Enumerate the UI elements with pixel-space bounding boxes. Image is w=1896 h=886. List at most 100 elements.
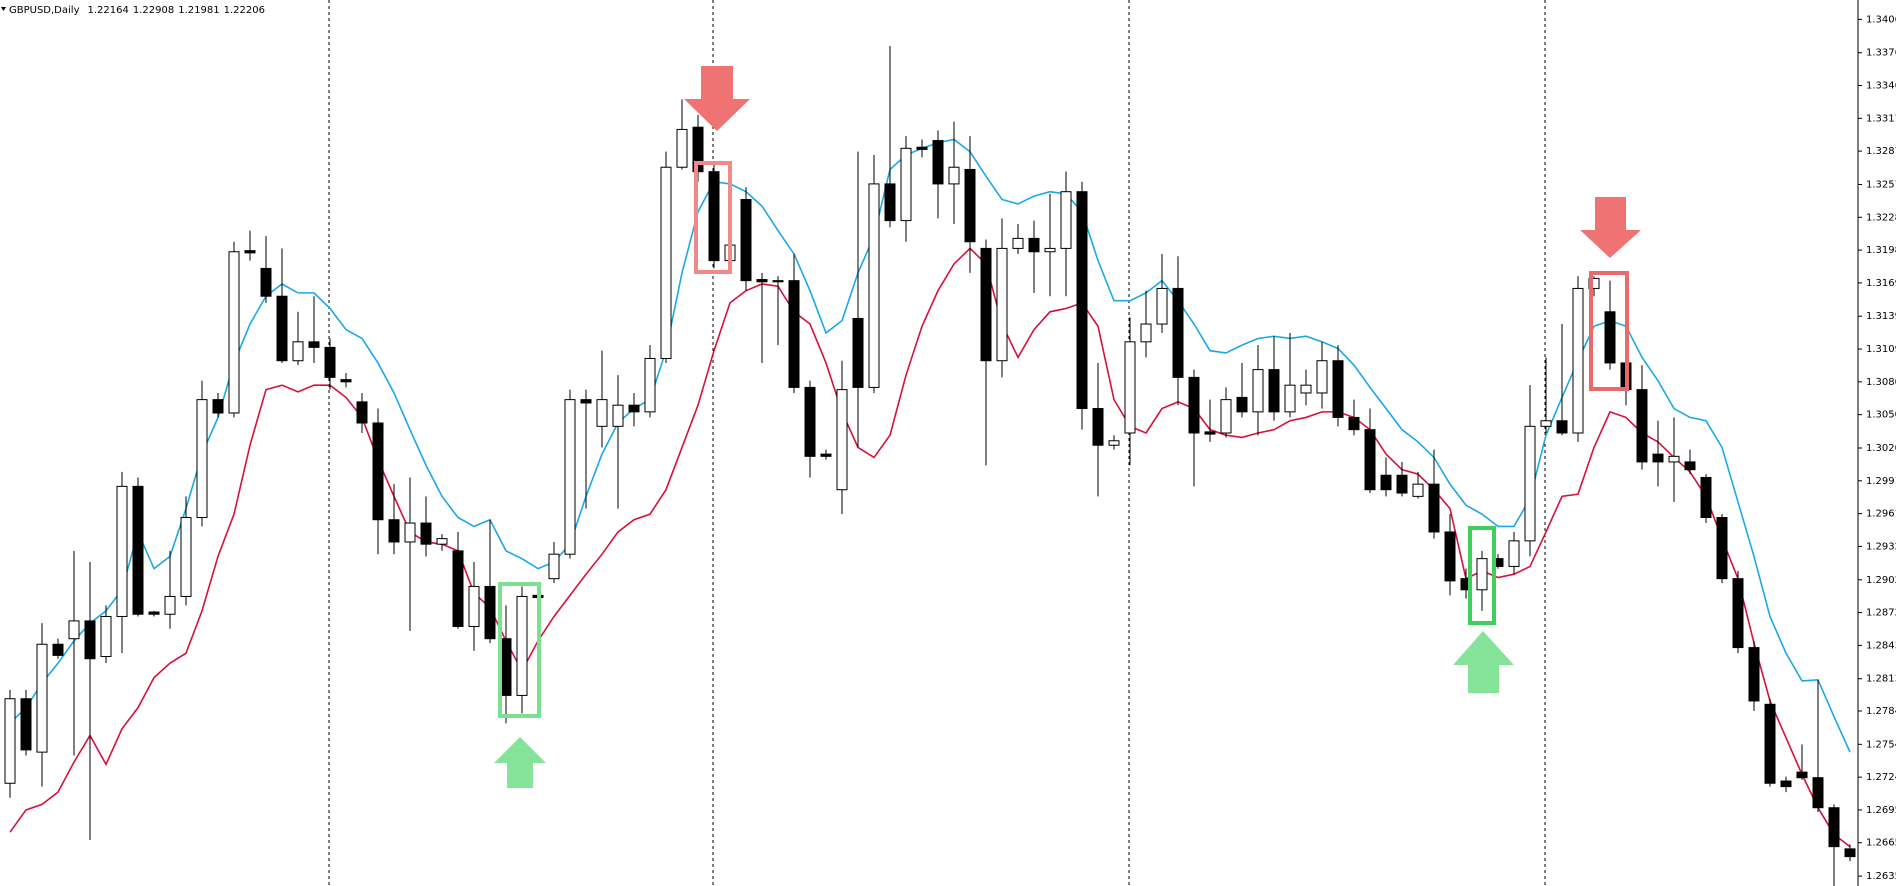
candle-body [1348, 416, 1360, 431]
candle-body [660, 166, 672, 359]
candle-body [1412, 483, 1424, 497]
y-tick-label: 1.27245 [1866, 772, 1896, 783]
candle-body [1540, 420, 1552, 427]
symbol: GBPUSD,Daily [9, 5, 80, 16]
candle-body [1044, 247, 1056, 253]
y-tick-label: 1.31095 [1866, 344, 1896, 355]
candle-body [164, 595, 176, 615]
header-low: 1.21981 [178, 5, 219, 16]
y-tick-label: 1.26355 [1866, 871, 1896, 882]
candle-body [1172, 287, 1184, 378]
candle-body [804, 386, 816, 457]
down-arrow [684, 66, 750, 131]
candle-body [1716, 517, 1728, 580]
candle-body [788, 280, 800, 388]
candle-body [52, 643, 64, 656]
candle-body [868, 183, 880, 388]
y-tick-label: 1.32575 [1866, 179, 1896, 190]
candle-body [1748, 647, 1760, 702]
candle-body [1188, 376, 1200, 434]
candle-body [276, 295, 288, 362]
candle-body [1732, 578, 1744, 649]
header: GBPUSD,Daily 1.22164 1.22908 1.21981 1.22206 [1, 5, 265, 16]
candle-body [676, 128, 688, 168]
highlight-box [694, 161, 732, 274]
candle-body [1236, 396, 1248, 413]
header-marker [1, 7, 6, 11]
candle-body [980, 247, 992, 362]
moving-average [9, 138, 1851, 753]
candle-body [932, 140, 944, 185]
candle-body [468, 585, 480, 627]
candle-body [212, 399, 224, 414]
candle-body [1028, 237, 1040, 253]
candle-body [1604, 311, 1616, 364]
candle-body [772, 280, 784, 283]
header-close: 1.22206 [224, 5, 265, 16]
y-tick-label: 1.26655 [1866, 838, 1896, 849]
candle-body [84, 620, 96, 660]
y-tick-label: 1.33170 [1866, 113, 1896, 124]
candle-body [324, 346, 336, 378]
candle-body [484, 585, 496, 640]
up-arrow [494, 737, 546, 788]
candle-body [1812, 777, 1824, 809]
y-tick-label: 1.26950 [1866, 805, 1896, 816]
highlight-box [498, 582, 541, 718]
up-arrow [1453, 631, 1514, 693]
candle-body [20, 698, 32, 751]
y-tick-label: 1.33465 [1866, 81, 1896, 92]
candle-body [1524, 425, 1536, 542]
y-tick-label: 1.30505 [1866, 410, 1896, 421]
candle-body [580, 399, 592, 404]
candle-body [116, 485, 128, 617]
y-tick-label: 1.29320 [1866, 541, 1896, 552]
candle-body [340, 379, 352, 383]
y-tick-label: 1.28430 [1866, 640, 1896, 651]
header-high: 1.22908 [133, 5, 174, 16]
candle-body [708, 171, 720, 262]
candle-body [228, 251, 240, 414]
candle-body [1124, 341, 1136, 434]
candle-body [196, 399, 208, 519]
candle-body [420, 522, 432, 545]
candle-body [740, 198, 752, 282]
candle-body [1508, 540, 1520, 567]
candle-body [36, 643, 48, 753]
candle-body [1156, 287, 1168, 325]
y-tick-label: 1.33760 [1866, 48, 1896, 59]
candle-body [564, 399, 576, 555]
candle-body [1332, 360, 1344, 418]
candle-body [388, 519, 400, 543]
y-tick-label: 1.32280 [1866, 212, 1896, 223]
candle-body [820, 453, 832, 457]
y-tick-label: 1.31390 [1866, 311, 1896, 322]
candle-body [1076, 191, 1088, 410]
candle-body [1012, 237, 1024, 249]
y-tick-label: 1.29615 [1866, 509, 1896, 520]
y-tick-label: 1.29020 [1866, 575, 1896, 586]
y-tick-label: 1.31985 [1866, 245, 1896, 256]
candle-body [996, 247, 1008, 362]
candle-body [1092, 408, 1104, 446]
candle-body [500, 638, 512, 696]
y-tick-label: 1.29910 [1866, 476, 1896, 487]
y-tick-label: 1.27840 [1866, 706, 1896, 717]
candle-body [1108, 440, 1120, 446]
y-tick-label: 1.34060 [1866, 14, 1896, 25]
candle-body [1636, 389, 1648, 463]
candle-body [1300, 384, 1312, 394]
candle-body [644, 357, 656, 413]
candle-body [1652, 453, 1664, 463]
annotations [494, 66, 1641, 788]
y-tick-label: 1.28130 [1866, 674, 1896, 685]
candle-body [1252, 369, 1264, 413]
candle-body [548, 553, 560, 580]
candle-body [1844, 848, 1856, 858]
candle-body [1476, 558, 1488, 591]
candle-body [916, 146, 928, 150]
candle-body [1700, 476, 1712, 519]
candle-body [180, 517, 192, 597]
candle-body [404, 522, 416, 543]
